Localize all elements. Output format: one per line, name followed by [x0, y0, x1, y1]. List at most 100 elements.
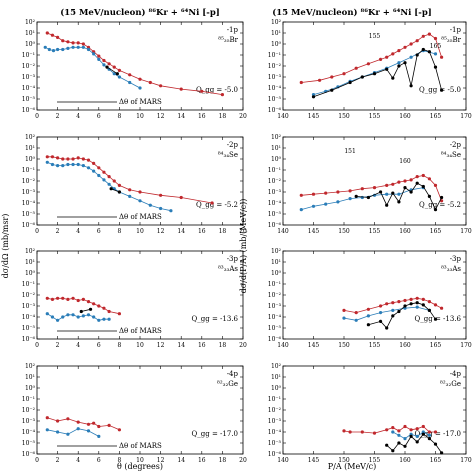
data-point-red [427, 430, 431, 434]
data-point-red [117, 68, 121, 72]
x-tick-label: 145 [308, 228, 320, 235]
plot-frame [36, 250, 244, 340]
y-tick-label: 10¹ [271, 374, 281, 381]
data-point-red [200, 89, 204, 93]
data-point-blue [324, 202, 328, 206]
x-tick-label: 140 [277, 342, 289, 349]
nucleus-label: ⁸²₃₂Ge [440, 380, 461, 388]
data-point-blue [47, 47, 51, 52]
mars-label: Δθ of MARS [119, 442, 162, 450]
y-tick-label: 10⁻⁴ [22, 314, 36, 321]
x-tick-label: 18 [219, 228, 227, 235]
panels: 10⁻⁶ 10⁻⁵ 10⁻⁴ 10⁻³ 10⁻² 10⁻¹ 10⁰ 10¹ 10² 0 2 4 6 8 10… [22, 19, 472, 464]
data-point-red [440, 306, 444, 310]
data-point-blue [360, 195, 364, 200]
data-point-red [440, 55, 444, 59]
data-point-blue [117, 75, 121, 79]
data-point-blue [66, 313, 70, 317]
data-point-blue [107, 317, 111, 321]
y-tick-label: 10⁻⁴ [22, 429, 36, 436]
data-point-red [45, 155, 49, 159]
right-column-title: (15 MeV/nucleon) ⁸⁶Kr + ⁶⁴Ni [-p] [272, 7, 432, 18]
data-point-black [366, 323, 370, 327]
data-point-red [210, 201, 214, 205]
data-point-black [433, 208, 438, 212]
y-tick-label: 10⁻⁵ [22, 211, 36, 218]
right-y-axis-label: dσ/d(P/A) (mb/(MeV/c)) [239, 199, 248, 294]
data-point-blue [159, 206, 163, 211]
y-tick-label: 10⁻⁴ [268, 85, 282, 92]
data-point-red [117, 183, 121, 187]
y-tick-label: 10⁰ [25, 156, 36, 163]
data-point-red [372, 431, 377, 435]
left-y-axis-label: dσ/dΩ (mb/msr) [1, 214, 10, 279]
x-tick-label: 150 [338, 457, 350, 464]
data-point-red [61, 296, 65, 300]
data-point-black [427, 194, 431, 198]
data-point-red [372, 186, 377, 190]
data-point-red [117, 428, 121, 432]
data-point-red [391, 52, 395, 56]
data-point-black [117, 190, 121, 194]
data-point-red [397, 49, 401, 53]
panel-right-2: 10⁻⁶ 10⁻⁵ 10⁻⁴ 10⁻³ 10⁻² 10⁻¹ 10⁰ 10¹ 10² 140 145 1… [268, 134, 472, 235]
data-point-black [397, 64, 401, 68]
x-tick-label: 14 [177, 457, 185, 464]
data-point-red [117, 312, 121, 316]
y-tick-label: 10⁰ [271, 270, 282, 277]
x-tick-label: 16 [198, 113, 206, 120]
x-tick-label: 0 [35, 457, 39, 464]
data-point-red [409, 42, 413, 46]
data-point-black [115, 72, 119, 76]
y-tick-label: 10¹ [271, 145, 281, 152]
panel-right-4: 10⁻⁶ 10⁻⁵ 10⁻⁴ 10⁻³ 10⁻² 10⁻¹ 10⁰ 10¹ 10² 140 145 1… [268, 363, 472, 464]
data-point-black [415, 440, 419, 444]
data-point-red [342, 72, 346, 76]
nucleus-label: ⁸³₃₃As [441, 265, 461, 273]
data-point-red [71, 41, 75, 45]
x-tick-label: 10 [136, 457, 144, 464]
data-point-red [421, 424, 425, 429]
x-tick-label: 8 [117, 113, 121, 120]
data-point-black [403, 444, 407, 448]
data-point-red [360, 187, 364, 191]
data-point-black [79, 309, 83, 314]
data-point-blue [138, 199, 142, 203]
data-point-blue [86, 313, 91, 317]
data-point-black [415, 53, 419, 57]
data-point-blue [128, 194, 132, 198]
y-tick-label: 10⁻⁵ [268, 325, 282, 332]
data-point-red [107, 175, 111, 179]
x-tick-label: 12 [157, 342, 165, 349]
x-tick-label: 165 [430, 228, 442, 235]
data-point-blue [97, 434, 101, 438]
data-point-black [427, 308, 431, 312]
data-point-red [50, 33, 55, 37]
data-point-blue [50, 162, 55, 167]
data-point-blue [433, 52, 438, 56]
data-point-red [403, 298, 407, 303]
data-point-red [76, 41, 80, 45]
x-tick-label: 2 [56, 113, 60, 120]
data-point-black [409, 84, 413, 88]
data-point-blue [81, 164, 85, 168]
data-point-red [66, 297, 70, 301]
x-tick-label: 10 [136, 228, 144, 235]
data-point-red [102, 306, 106, 310]
x-tick-label: 140 [277, 228, 289, 235]
data-point-red [403, 45, 407, 49]
data-point-black [409, 190, 413, 194]
x-tick-label: 6 [97, 457, 101, 464]
data-point-red [56, 296, 60, 300]
x-tick-label: 2 [56, 228, 60, 235]
y-tick-label: 10⁻² [268, 292, 282, 299]
data-point-blue [138, 86, 142, 90]
y-tick-label: 10⁻² [22, 292, 36, 299]
x-tick-label: 6 [97, 228, 101, 235]
y-tick-label: 10⁰ [25, 270, 36, 277]
data-point-black [391, 449, 395, 453]
series-line-blue [343, 306, 430, 321]
x-tick-label: 12 [157, 113, 165, 120]
y-tick-label: 10² [25, 134, 36, 141]
plot-frame [282, 250, 467, 340]
